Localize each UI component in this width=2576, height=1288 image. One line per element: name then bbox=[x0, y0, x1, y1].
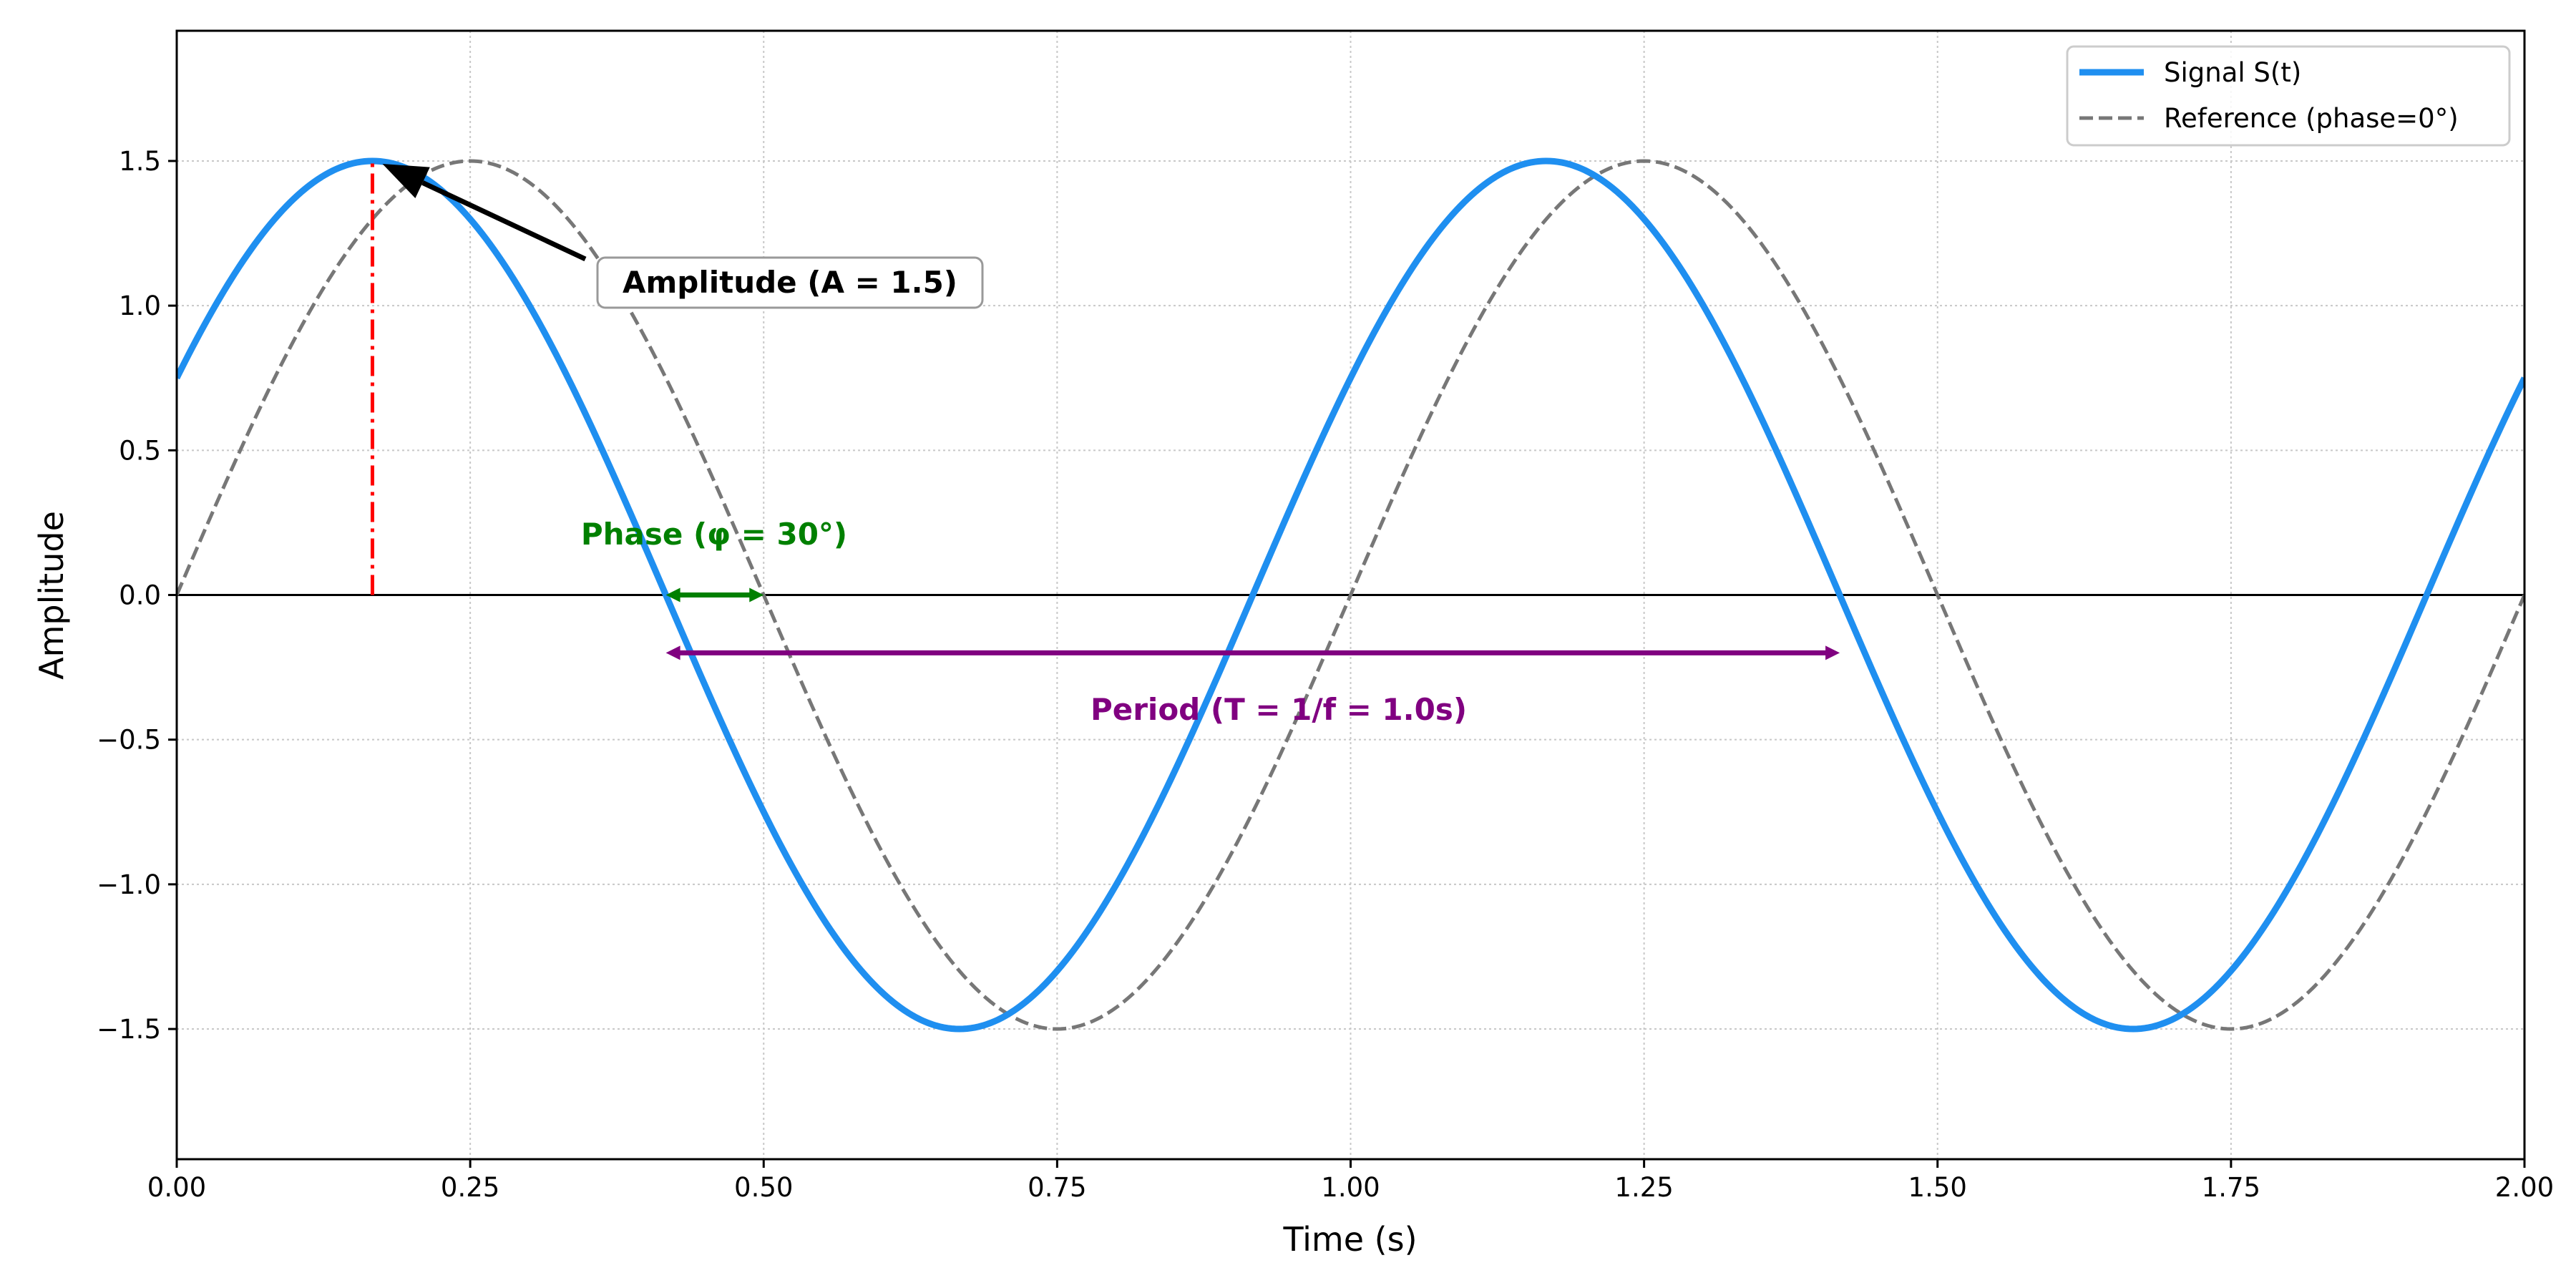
legend: Signal S(t) Reference (phase=0°) bbox=[2066, 45, 2511, 147]
x-axis-ticks: 0.00 0.25 0.50 0.75 1.00 1.25 1.50 1.75 2.00 bbox=[147, 1159, 2554, 1203]
x-tick-label: 0.50 bbox=[734, 1172, 793, 1203]
amplitude-label: Amplitude (A = 1.5) bbox=[623, 265, 957, 300]
phase-arrow bbox=[665, 587, 764, 602]
x-axis-label: Time (s) bbox=[1282, 1220, 1417, 1259]
legend-label-signal: Signal S(t) bbox=[2164, 57, 2301, 88]
y-tick-label: −1.0 bbox=[97, 869, 161, 900]
x-tick-label: 0.25 bbox=[441, 1172, 499, 1203]
period-arrow bbox=[665, 645, 1840, 660]
period-label: Period (T = 1/f = 1.0s) bbox=[1091, 692, 1467, 727]
series-line-reference bbox=[177, 159, 2524, 1031]
amplitude-label-box bbox=[596, 256, 984, 309]
legend-label-reference: Reference (phase=0°) bbox=[2164, 103, 2459, 134]
x-tick-label: 0.75 bbox=[1028, 1172, 1086, 1203]
phase-label: Phase (φ = 30°) bbox=[581, 517, 847, 552]
y-tick-label: −1.5 bbox=[97, 1014, 161, 1045]
legend-box bbox=[2066, 45, 2511, 147]
y-tick-label: 0.0 bbox=[119, 580, 161, 611]
y-tick-label: 1.0 bbox=[119, 291, 161, 321]
series-line-signal bbox=[177, 157, 2524, 1033]
amplitude-arrow bbox=[382, 163, 587, 262]
y-axis-label: Amplitude bbox=[32, 511, 71, 680]
x-tick-label: 1.00 bbox=[1321, 1172, 1380, 1203]
y-tick-label: 0.5 bbox=[119, 435, 161, 466]
x-tick-label: 1.25 bbox=[1614, 1172, 1673, 1203]
x-tick-label: 2.00 bbox=[2495, 1172, 2554, 1203]
y-axis-ticks: −1.5 −1.0 −0.5 0.0 0.5 1.0 1.5 bbox=[97, 146, 177, 1045]
plot-area bbox=[177, 157, 2524, 1033]
x-tick-label: 1.75 bbox=[2202, 1172, 2260, 1203]
x-tick-label: 1.50 bbox=[1908, 1172, 1967, 1203]
y-tick-label: 1.5 bbox=[119, 146, 161, 177]
annotations: Amplitude (A = 1.5) Phase (φ = 30°) Peri… bbox=[382, 163, 1840, 727]
x-tick-label: 0.00 bbox=[147, 1172, 206, 1203]
y-tick-label: −0.5 bbox=[97, 725, 161, 756]
